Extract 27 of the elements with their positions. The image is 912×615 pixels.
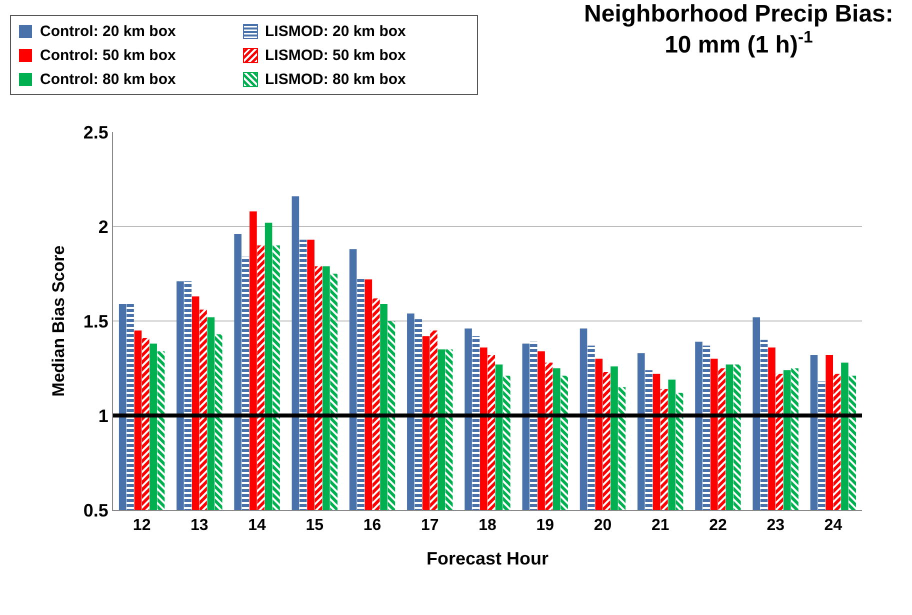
x-tick-label: 24 — [824, 517, 842, 534]
legend-label: LISMOD: 50 km box — [265, 46, 406, 64]
x-tick-label: 13 — [190, 517, 208, 534]
legend-label: Control: 50 km box — [40, 46, 176, 64]
x-tick-label: 19 — [536, 517, 554, 534]
x-tick-label: 14 — [248, 517, 266, 534]
x-tick-label: 23 — [766, 517, 785, 534]
x-tick-label: 20 — [594, 517, 612, 534]
legend-label: LISMOD: 20 km box — [265, 22, 406, 40]
y-tick-label: 2 — [98, 216, 108, 237]
x-tick-label: 15 — [306, 517, 324, 534]
legend-label: Control: 20 km box — [40, 22, 176, 40]
x-tick-label: 22 — [709, 517, 727, 534]
y-tick-label: 2.5 — [83, 122, 108, 142]
y-axis-title: Median Bias Score — [48, 245, 68, 397]
legend-label: LISMOD: 80 km box — [265, 70, 406, 88]
x-tick-label: 12 — [132, 517, 151, 534]
x-tick-label: 21 — [651, 517, 670, 534]
y-tick-label: 1.5 — [83, 311, 108, 332]
x-tick-label: 16 — [363, 517, 382, 534]
y-tick-label: 1 — [98, 406, 108, 426]
chart-title: Neighborhood Precip Bias: 10 mm (1 h)$^{-1}$ — [584, 0, 894, 59]
y-tick-label: 0.5 — [83, 500, 108, 520]
legend-label: Control: 80 km box — [40, 70, 176, 88]
x-tick-label: 18 — [478, 517, 496, 534]
x-tick-label: 17 — [420, 517, 439, 534]
x-axis-title: Forecast Hour — [426, 548, 549, 568]
